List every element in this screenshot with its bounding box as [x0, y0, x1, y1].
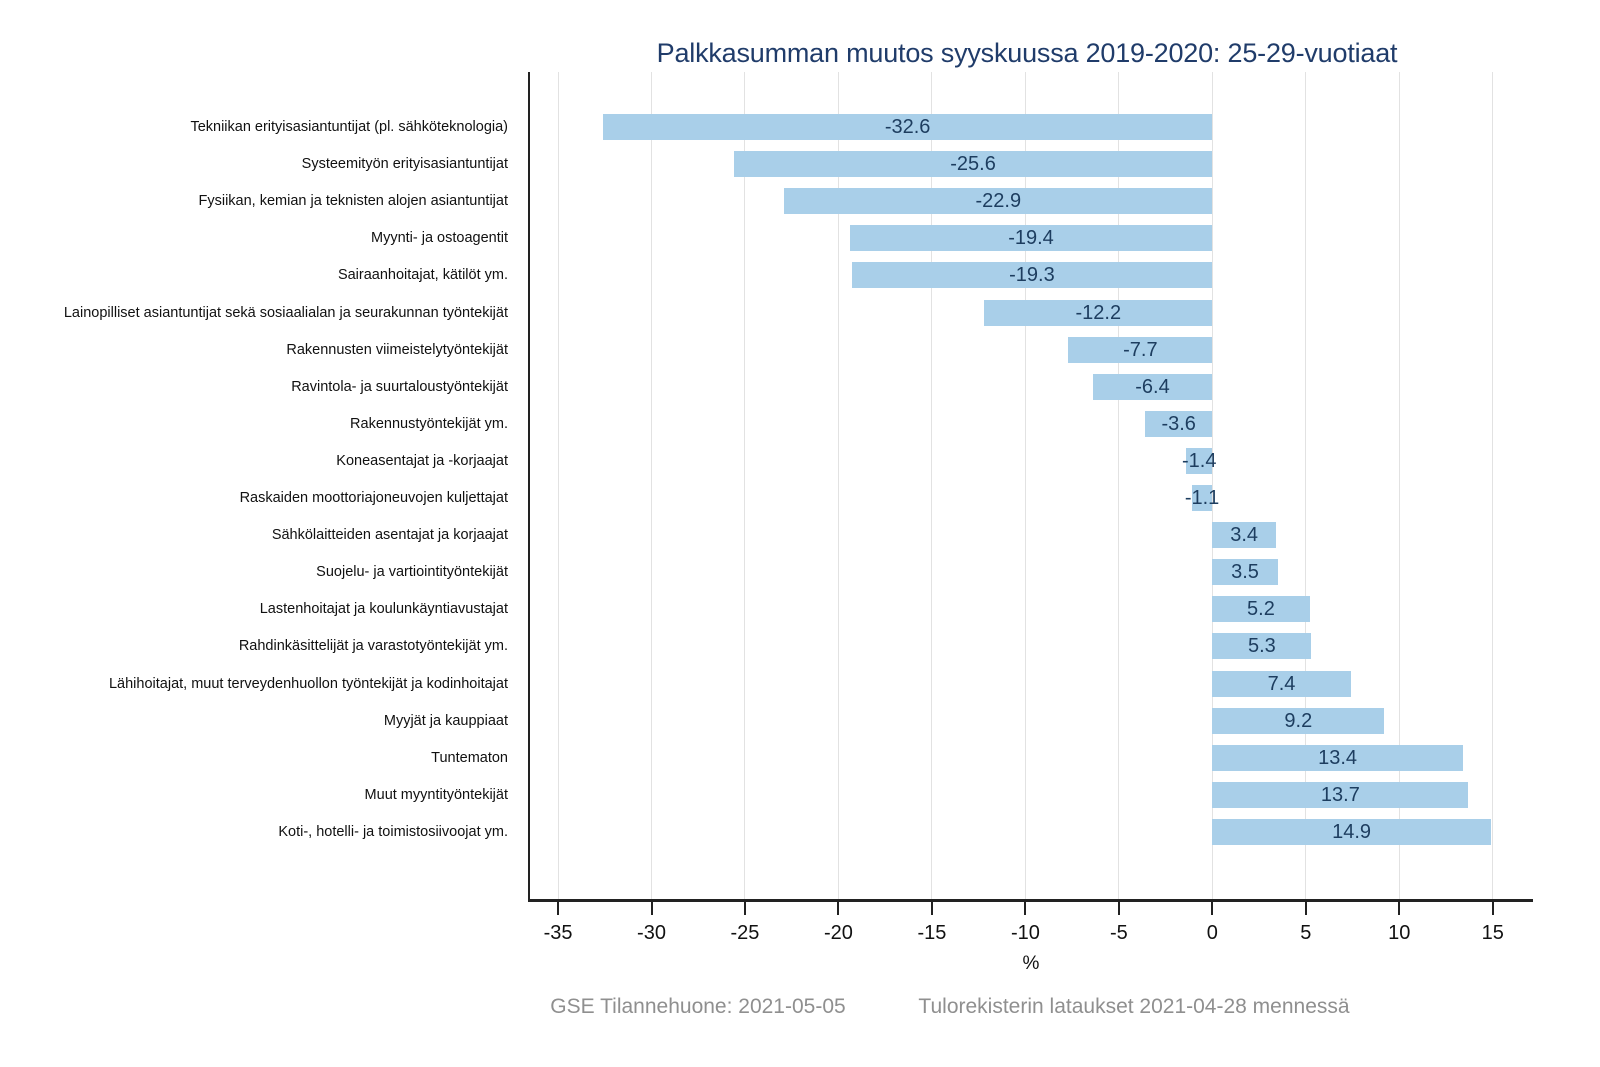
x-axis-tick-label: -5 [1109, 922, 1128, 944]
category-label: Sähkölaitteiden asentajat ja korjaajat [271, 527, 508, 544]
bar [1191, 485, 1213, 511]
category-label: Tekniikan erityisasiantuntijat (pl. sähk… [190, 119, 508, 135]
bar-value-label: -1.1 [1184, 487, 1220, 509]
bar [1145, 410, 1213, 437]
bar [849, 225, 1213, 252]
gridline [1305, 72, 1307, 899]
bar-value-label: -19.4 [1008, 227, 1054, 250]
bar [851, 262, 1213, 289]
gridline [651, 72, 652, 899]
bar-value-label: 7.4 [1267, 672, 1296, 695]
gridline [1118, 72, 1120, 899]
x-axis-tick [1304, 902, 1307, 915]
x-axis-tick [1024, 902, 1027, 915]
bar [733, 151, 1213, 178]
bar [1212, 596, 1310, 623]
x-axis-tick-label: -35 [543, 922, 573, 944]
category-label: Rahdinkäsittelijät ja varastotyöntekijät… [238, 638, 508, 655]
x-axis-tick [1117, 902, 1120, 915]
bar-value-label: -22.9 [975, 190, 1022, 213]
bar-value-label: -12.2 [1075, 301, 1122, 324]
x-axis-tick [1211, 902, 1214, 915]
x-axis-tick-label: -15 [917, 922, 947, 944]
bar-value-label: -6.4 [1135, 375, 1170, 398]
bar [602, 114, 1213, 140]
gridline [1398, 72, 1400, 899]
bar-value-label: -19.3 [1009, 264, 1055, 287]
bar [1212, 818, 1491, 845]
gridline [744, 72, 746, 899]
bar-value-label: -3.6 [1161, 412, 1196, 435]
x-axis-title: % [1022, 953, 1040, 974]
x-axis-tick [557, 902, 560, 915]
bar [1186, 447, 1213, 474]
category-label: Koti-, hotelli- ja toimistosiivoojat ym. [278, 823, 508, 840]
bar [1212, 670, 1351, 697]
bar-value-label: 13.4 [1318, 746, 1358, 769]
category-label: Myynti- ja ostoagentit [370, 230, 508, 247]
x-axis-tick-label: -30 [637, 922, 666, 944]
category-label: Rakennusten viimeistelytyöntekijät [286, 341, 508, 358]
bar-value-label: -32.6 [884, 116, 931, 138]
gridline [1211, 72, 1213, 899]
x-axis-tick-label: 5 [1300, 922, 1312, 944]
category-label: Raskaiden moottoriajoneuvojen kuljettaja… [239, 490, 508, 506]
gridline [931, 72, 933, 899]
category-label: Myyjät ja kauppiaat [383, 712, 508, 729]
bar-value-label: -25.6 [950, 153, 996, 176]
bar [1068, 336, 1213, 363]
gridline [557, 72, 559, 899]
x-axis-tick-label: 15 [1481, 922, 1504, 944]
bar [1212, 707, 1385, 734]
x-axis-tick-label: -20 [823, 922, 853, 944]
x-axis-tick [1398, 902, 1401, 915]
category-label: Lähihoitajat, muut terveydenhuollon työn… [108, 675, 508, 692]
bar [784, 188, 1213, 215]
footer-note-right: Tulorekisterin lataukset 2021-04-28 menn… [918, 995, 1350, 1018]
bar [1212, 744, 1463, 771]
x-axis-tick [650, 902, 653, 915]
category-label: Lastenhoitajat ja koulunkäyntiavustajat [259, 601, 508, 618]
category-label: Suojelu- ja vartiointityöntekijät [316, 564, 508, 581]
category-label: Koneasentajat ja -korjaajat [336, 452, 508, 469]
category-label: Sairaanhoitajat, kätilöt ym. [337, 267, 508, 284]
x-axis-tick-label: 0 [1206, 922, 1218, 944]
category-label: Ravintola- ja suurtaloustyöntekijät [291, 378, 508, 395]
x-axis-tick [1491, 902, 1494, 915]
category-label: Tuntematon [431, 749, 508, 766]
category-label: Lainopilliset asiantuntijat sekä sosiaal… [63, 304, 508, 321]
bar [984, 299, 1213, 326]
bar [1092, 373, 1213, 400]
x-axis-tick [743, 902, 746, 915]
bar-value-label: 9.2 [1284, 709, 1313, 732]
bar [1212, 522, 1276, 549]
gridline [1024, 72, 1026, 899]
bar-value-label: 3.4 [1230, 524, 1259, 547]
x-axis-tick [930, 902, 933, 915]
footer-note-left: GSE Tilannehuone: 2021-05-05 [550, 995, 846, 1018]
bar-value-label: 5.3 [1247, 635, 1276, 658]
bar-value-label: 14.9 [1332, 820, 1372, 843]
bar-value-label: 5.2 [1247, 598, 1275, 621]
x-axis-tick-label: 10 [1388, 922, 1411, 944]
bar-value-label: -1.4 [1182, 449, 1217, 472]
category-label: Muut myyntityöntekijät [364, 786, 508, 803]
bar [1212, 781, 1469, 808]
category-label: Systeemityön erityisasiantuntijat [301, 156, 508, 173]
chart-title: Palkkasumman muutos syyskuussa 2019-2020… [656, 38, 1398, 68]
category-label: Fysiikan, kemian ja teknisten alojen asi… [198, 193, 509, 210]
x-axis-tick-label: -25 [730, 922, 760, 944]
bar-value-label: -7.7 [1123, 338, 1158, 361]
bar-value-label: 13.7 [1320, 783, 1360, 806]
bar-value-label: 3.5 [1231, 561, 1259, 584]
x-axis-tick [837, 902, 840, 915]
bar [1212, 633, 1312, 660]
plot-area [528, 72, 1533, 902]
gridline [837, 72, 839, 899]
bar [1212, 559, 1278, 586]
gridline [1492, 72, 1494, 899]
x-axis-tick-label: -10 [1010, 922, 1040, 944]
category-label: Rakennustyöntekijät ym. [350, 415, 508, 432]
